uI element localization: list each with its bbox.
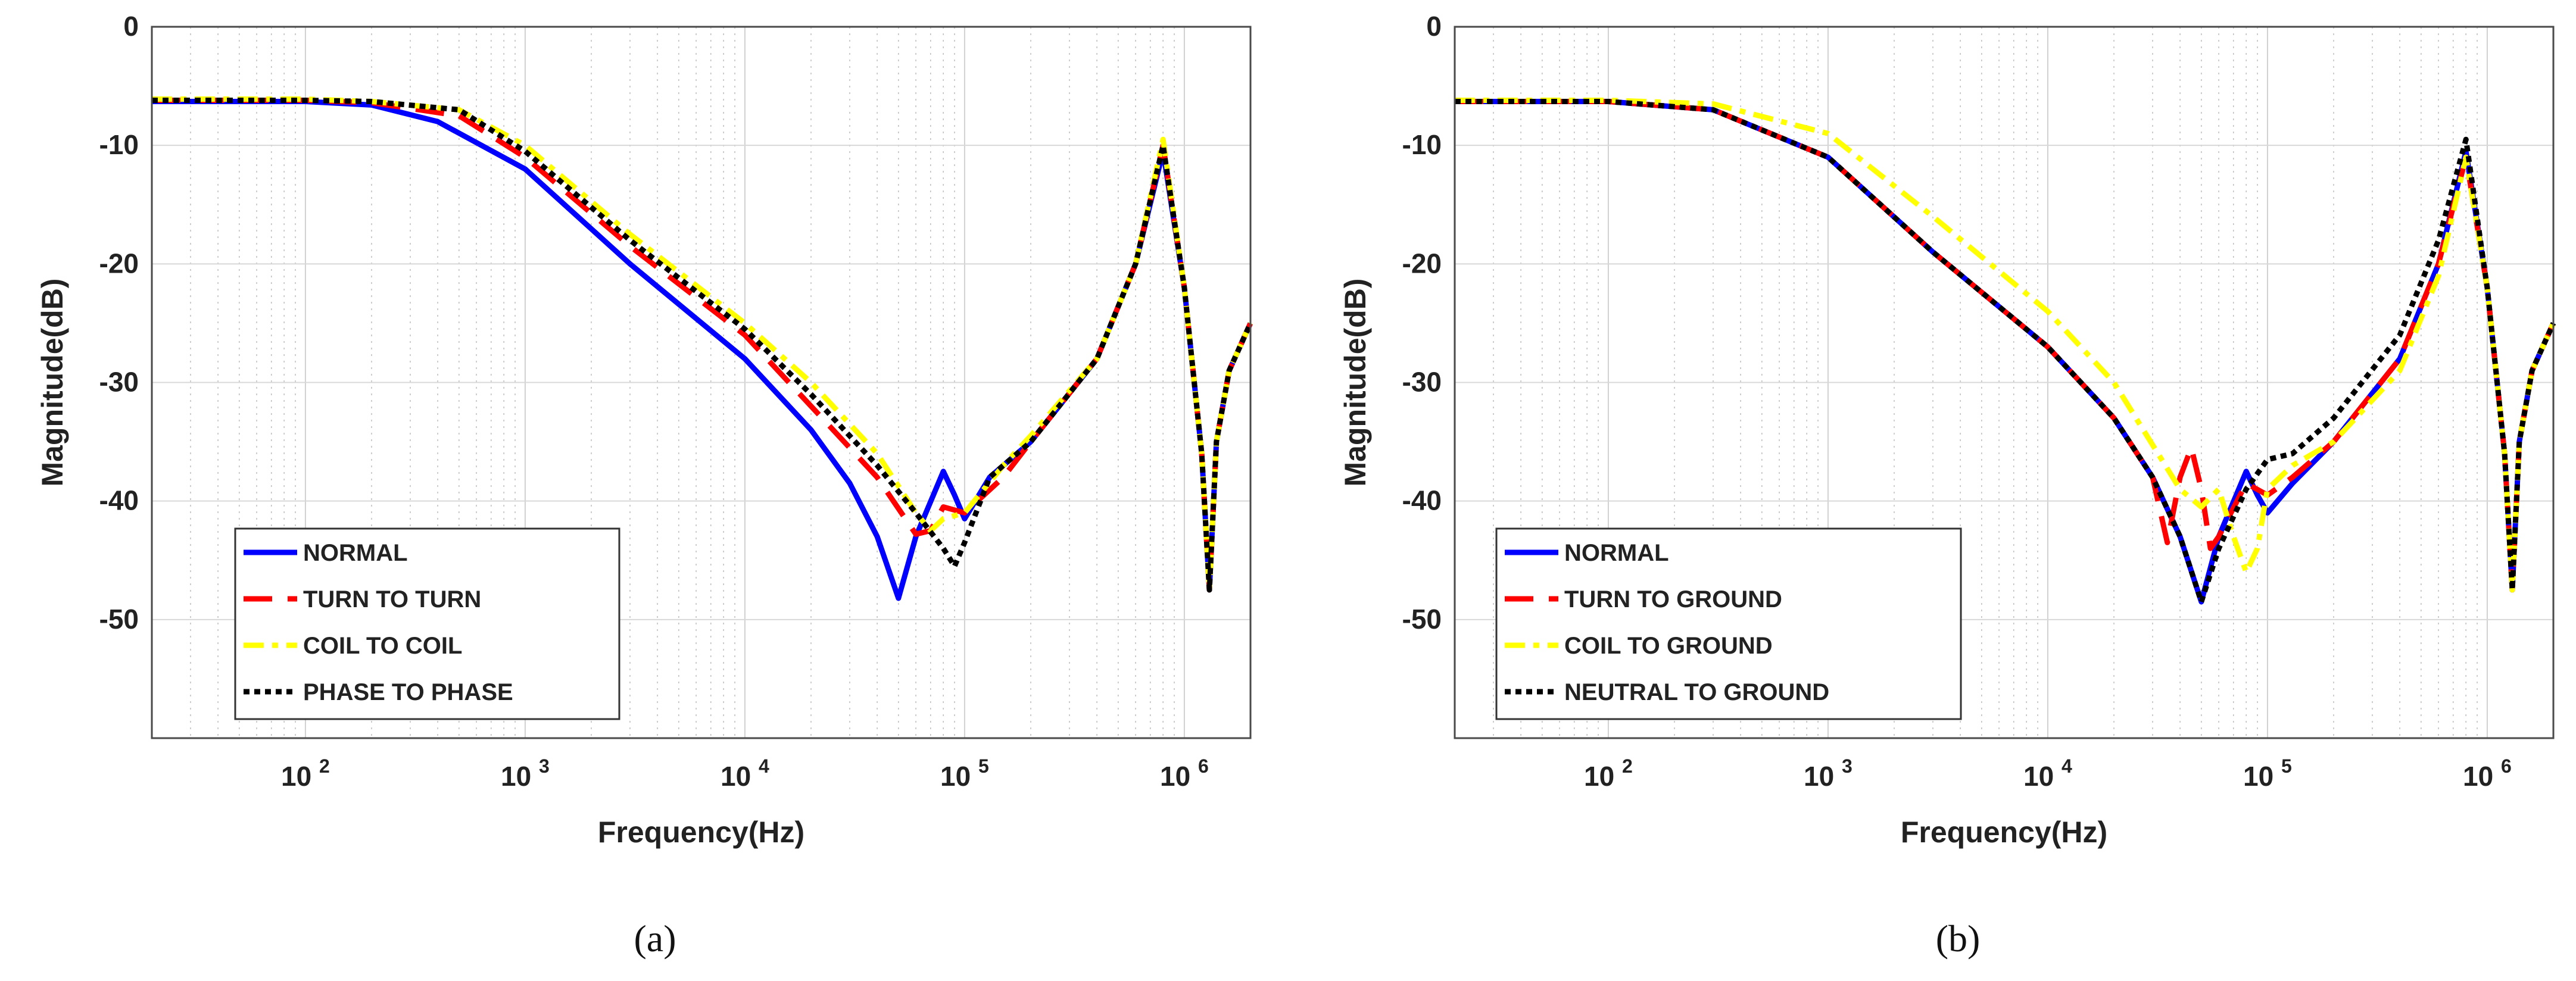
legend-box: [1495, 527, 1962, 720]
chart-panel-a: 0 -10 -20 -30 -40 -50 10 2 10 3 10 4 10 5 10 6 Freq…: [36, 11, 1253, 960]
y-tick-label: -40: [1402, 485, 1442, 516]
y-tick-label: -30: [1402, 367, 1442, 398]
legend-label: TURN TO GROUND: [1564, 586, 1782, 613]
legend-label: COIL TO COIL: [303, 633, 462, 659]
y-tick-label: -50: [99, 604, 139, 635]
series-line-turn-to-ground: [1455, 99, 2556, 593]
x-axis-label: Frequency(Hz): [1901, 816, 2107, 849]
axes-frame: [151, 26, 1252, 739]
series-line-neutral-to-ground: [1455, 99, 2556, 605]
x-tick-label: 10 5: [2243, 755, 2292, 792]
y-tick-label: -30: [99, 367, 139, 398]
x-tick-label: 10 4: [2023, 755, 2072, 792]
legend-label: NEUTRAL TO GROUND: [1564, 679, 1829, 705]
y-tick-label: -10: [1402, 129, 1442, 160]
x-tick-label: 10 6: [2463, 755, 2512, 792]
y-tick-label: 0: [1426, 11, 1442, 42]
series-line-turn-to-turn: [152, 98, 1253, 593]
x-tick-label: 10 2: [281, 755, 330, 792]
legend: NORMAL TURN TO TURN COIL TO COIL PHASE TO P…: [234, 527, 620, 720]
y-tick-label: -40: [99, 485, 139, 516]
y-tick-label: -10: [99, 129, 139, 160]
y-tick-label: -20: [99, 248, 139, 279]
series-group: [1455, 98, 2556, 605]
x-tick-label: 10 4: [721, 755, 769, 792]
x-axis-label: Frequency(Hz): [598, 816, 804, 849]
y-axis-label: Magnitude(dB): [36, 279, 69, 487]
legend-label: PHASE TO PHASE: [303, 679, 513, 705]
series-line-coil-to-coil: [152, 96, 1253, 593]
legend-label: NORMAL: [1564, 540, 1669, 566]
x-tick-label: 10 6: [1160, 755, 1209, 792]
series-group: [152, 96, 1253, 601]
legend-label: TURN TO TURN: [303, 586, 481, 613]
series-line-phase-to-phase: [152, 98, 1253, 593]
panel-label: (b): [1936, 917, 1981, 960]
axes-frame: [1454, 26, 2555, 739]
x-tick-label: 10 3: [501, 755, 550, 792]
y-tick-label: 0: [123, 11, 139, 42]
y-tick-label: -50: [1402, 604, 1442, 635]
series-line-coil-to-ground: [1455, 98, 2556, 593]
legend: NORMAL TURN TO GROUND COIL TO GROUND NEUTRA…: [1495, 527, 1962, 720]
y-axis-label: Magnitude(dB): [1339, 279, 1372, 487]
y-tick-label: -20: [1402, 248, 1442, 279]
legend-box: [234, 527, 620, 720]
legend-label: COIL TO GROUND: [1564, 633, 1773, 659]
x-tick-label: 10 3: [1804, 755, 1853, 792]
x-tick-label: 10 2: [1584, 755, 1633, 792]
x-tick-label: 10 5: [940, 755, 989, 792]
chart-panel-b: 0 -10 -20 -30 -40 -50 10 2 10 3 10 4 10 5 10 6 Freq…: [1339, 11, 2556, 960]
panel-label: (a): [634, 917, 676, 960]
legend-label: NORMAL: [303, 540, 408, 566]
